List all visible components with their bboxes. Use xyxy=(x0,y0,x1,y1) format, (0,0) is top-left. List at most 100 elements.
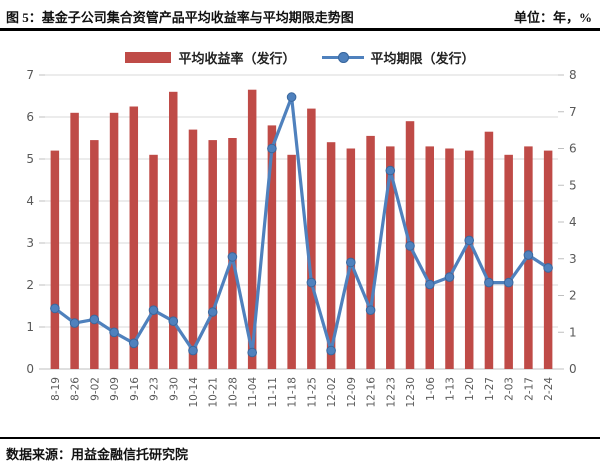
bar-9-16 xyxy=(129,106,139,369)
line-point-11-25 xyxy=(306,277,317,288)
x-tick-label: 12-02 xyxy=(326,377,338,408)
svg-text:5: 5 xyxy=(26,152,34,166)
x-tick-label: 11-04 xyxy=(247,377,259,408)
svg-text:0: 0 xyxy=(569,362,577,376)
bar-10-21 xyxy=(208,140,217,369)
bar-12-02 xyxy=(326,142,336,369)
data-source-label: 数据来源：用益金融信托研究院 xyxy=(6,447,189,462)
line-point-9-02 xyxy=(89,314,100,325)
line-point-1-27 xyxy=(484,277,494,288)
x-tick-label: 12-23 xyxy=(385,377,397,408)
line-point-10-21 xyxy=(207,307,218,317)
legend-item-term: 平均期限（发行） xyxy=(321,48,475,67)
bar-1-06 xyxy=(425,146,434,369)
line-point-11-04 xyxy=(247,347,257,358)
x-tick-label: 10-21 xyxy=(208,377,220,408)
page-title: 图 5：基金子公司集合资管产品平均收益率与平均期限走势图 xyxy=(6,9,354,25)
line-point-12-02 xyxy=(326,345,336,356)
x-tick-label: 1-27 xyxy=(484,377,496,401)
line-point-8-26 xyxy=(69,318,80,328)
line-point-10-14 xyxy=(188,345,198,356)
bar-11-18 xyxy=(287,154,296,369)
line-point-9-30 xyxy=(168,316,179,327)
bar-9-09 xyxy=(109,112,119,370)
bar-series-swatch-icon xyxy=(125,51,172,63)
line-point-1-13 xyxy=(444,272,455,282)
line-point-9-09 xyxy=(109,327,119,338)
line-point-2-24 xyxy=(543,263,553,273)
unit-label: 单位：年，% xyxy=(513,9,592,25)
line-point-9-23 xyxy=(148,305,159,316)
bar-2-24 xyxy=(543,150,553,369)
bar-2-03 xyxy=(504,154,513,369)
bar-10-14 xyxy=(188,129,198,369)
line-series-swatch-icon xyxy=(321,51,364,63)
line-point-12-09 xyxy=(346,257,356,268)
line-point-2-17 xyxy=(523,250,534,260)
x-tick-label: 12-16 xyxy=(366,377,378,408)
line-point-2-03 xyxy=(503,277,514,288)
x-tick-label: 11-25 xyxy=(306,377,318,408)
x-tick-label: 10-28 xyxy=(227,377,239,408)
x-tick-label: 8-19 xyxy=(50,377,62,401)
legend-item-yield: 平均收益率（发行） xyxy=(125,48,296,67)
line-point-12-30 xyxy=(405,241,415,251)
bar-1-20 xyxy=(464,150,474,369)
bar-11-11 xyxy=(267,125,277,370)
x-tick-label: 9-16 xyxy=(129,377,141,401)
x-tick-label: 9-30 xyxy=(168,377,180,401)
line-point-8-19 xyxy=(50,303,60,314)
bar-12-23 xyxy=(386,146,395,369)
x-tick-label: 2-24 xyxy=(543,377,555,401)
x-tick-label: 2-03 xyxy=(504,377,516,401)
svg-text:2: 2 xyxy=(569,289,577,303)
svg-text:2: 2 xyxy=(26,278,34,292)
svg-text:3: 3 xyxy=(26,236,34,250)
bar-9-02 xyxy=(90,140,99,369)
bar-9-30 xyxy=(169,91,178,370)
x-tick-label: 9-02 xyxy=(89,377,101,401)
x-tick-label: 1-06 xyxy=(425,377,437,401)
bar-1-13 xyxy=(445,148,454,369)
legend-label-yield: 平均收益率（发行） xyxy=(178,50,296,66)
bar-8-26 xyxy=(70,112,79,370)
combo-chart-plot: 0 1 2 3 4 5 6 7 0 1 2 3 4 5 6 7 8 8-19 8-26 9-02 9-09 9-16 9-2… xyxy=(26,68,577,408)
chart-legend: 平均收益率（发行） 平均期限（发行） xyxy=(0,47,600,67)
bar-8-19 xyxy=(50,150,60,369)
line-point-1-20 xyxy=(464,235,475,246)
svg-text:1: 1 xyxy=(26,320,34,334)
x-tick-label: 12-30 xyxy=(405,377,417,408)
x-tick-label: 10-14 xyxy=(188,377,200,408)
legend-label-term: 平均期限（发行） xyxy=(370,50,475,66)
bar-9-23 xyxy=(149,154,158,369)
header-divider xyxy=(0,28,600,31)
line-point-1-06 xyxy=(425,279,435,290)
x-tick-label: 12-09 xyxy=(346,377,358,408)
svg-text:6: 6 xyxy=(569,142,577,156)
bar-11-25 xyxy=(307,108,316,369)
svg-text:4: 4 xyxy=(26,194,34,208)
svg-text:8: 8 xyxy=(569,68,577,82)
bar-11-04 xyxy=(247,89,257,369)
line-point-12-16 xyxy=(365,305,376,316)
svg-text:3: 3 xyxy=(569,252,577,266)
x-tick-label: 1-20 xyxy=(464,377,476,401)
x-tick-label: 9-23 xyxy=(149,377,161,401)
svg-text:7: 7 xyxy=(26,68,34,82)
svg-text:1: 1 xyxy=(569,325,577,339)
svg-text:0: 0 xyxy=(26,362,34,376)
line-point-11-11 xyxy=(267,143,277,154)
line-point-9-16 xyxy=(129,338,139,349)
line-point-11-18 xyxy=(286,92,297,102)
svg-text:5: 5 xyxy=(569,178,577,192)
footer-divider xyxy=(0,437,600,439)
svg-text:4: 4 xyxy=(569,215,577,229)
bar-12-16 xyxy=(366,135,375,369)
line-point-10-28 xyxy=(227,252,238,262)
x-tick-label: 8-26 xyxy=(70,377,82,401)
x-tick-label: 11-18 xyxy=(287,377,299,408)
x-tick-label: 9-09 xyxy=(109,377,121,401)
bar-1-27 xyxy=(484,131,494,369)
svg-text:7: 7 xyxy=(569,105,577,119)
svg-text:6: 6 xyxy=(26,110,34,124)
